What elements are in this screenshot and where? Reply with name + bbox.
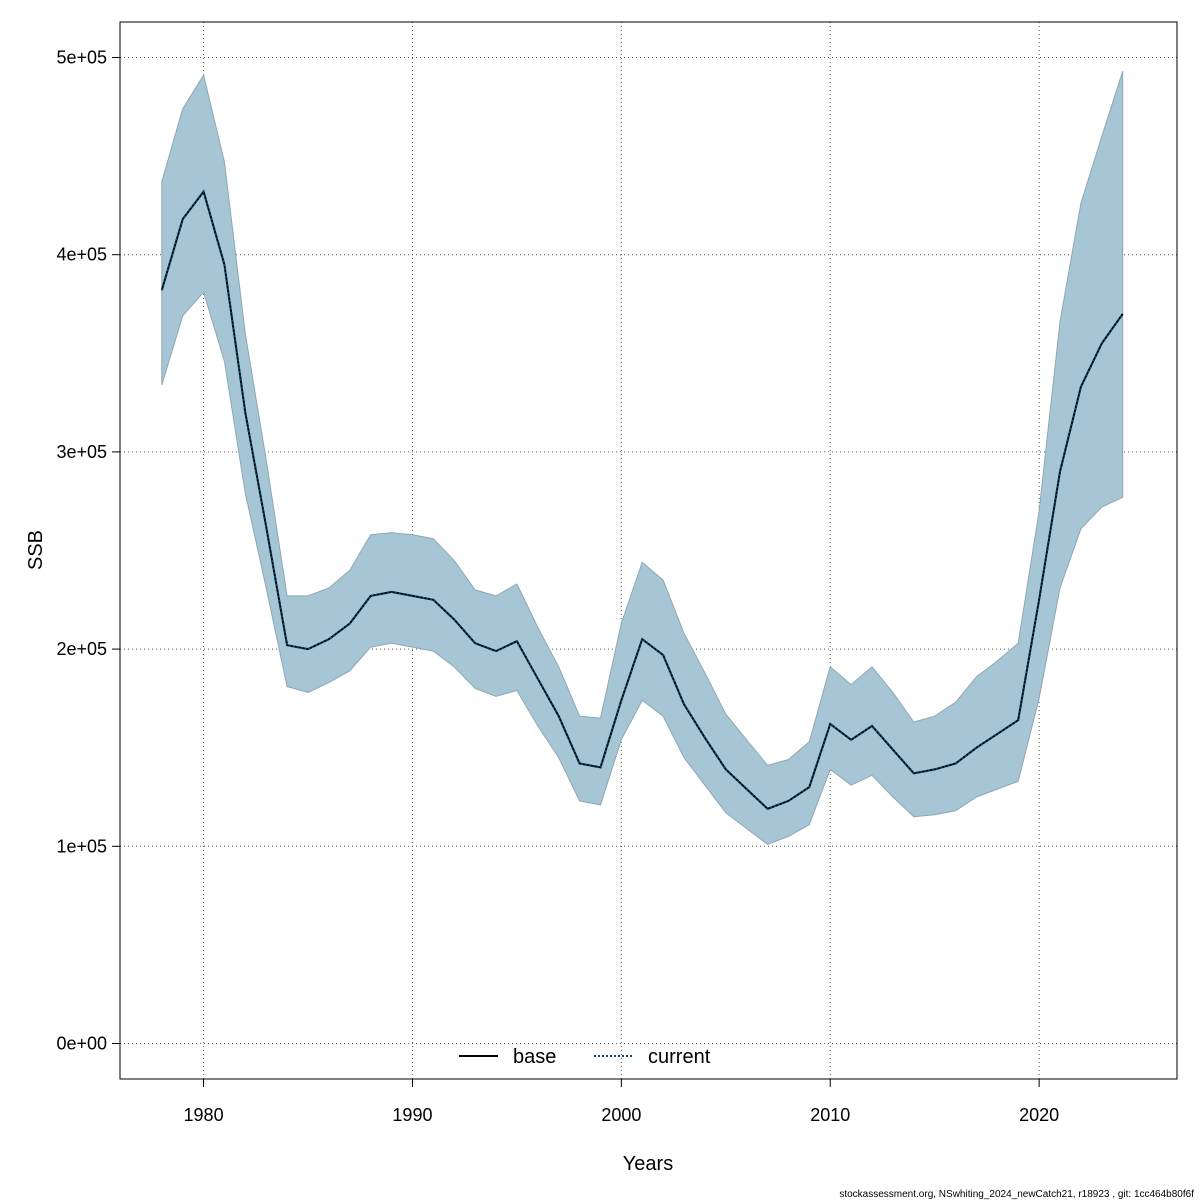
series-lines-layer [160, 189, 1124, 810]
x-tick-label: 2010 [810, 1105, 850, 1125]
x-axis: 1980 1990 2000 2010 2020 [184, 1079, 1059, 1125]
x-tick-label: 1980 [184, 1105, 224, 1125]
legend-current-label: current [648, 1046, 711, 1068]
y-axis-title: SSB [25, 530, 47, 570]
y-tick-label: 1e+05 [56, 836, 107, 856]
x-tick-label: 2020 [1019, 1105, 1059, 1125]
confidence-band-layer [161, 71, 1124, 845]
footer-credit: stockassessment.org, NSwhiting_2024_newC… [839, 1189, 1194, 1200]
series-line-current [160, 189, 1124, 810]
y-tick-label: 2e+05 [56, 639, 107, 659]
legend-base-label: base [513, 1046, 556, 1068]
legend: base current [459, 1046, 711, 1068]
x-tick-label: 1990 [392, 1105, 432, 1125]
y-tick-label: 4e+05 [56, 245, 107, 265]
y-tick-label: 5e+05 [56, 47, 107, 67]
plot-frame [119, 21, 1178, 1080]
confidence-band [161, 71, 1124, 845]
y-tick-label: 3e+05 [56, 442, 107, 462]
y-axis: 0e+00 1e+05 2e+05 3e+05 4e+05 5e+05 [56, 47, 120, 1054]
x-tick-label: 2000 [601, 1105, 641, 1125]
x-axis-title: Years [623, 1153, 673, 1175]
y-tick-label: 0e+00 [56, 1034, 107, 1054]
